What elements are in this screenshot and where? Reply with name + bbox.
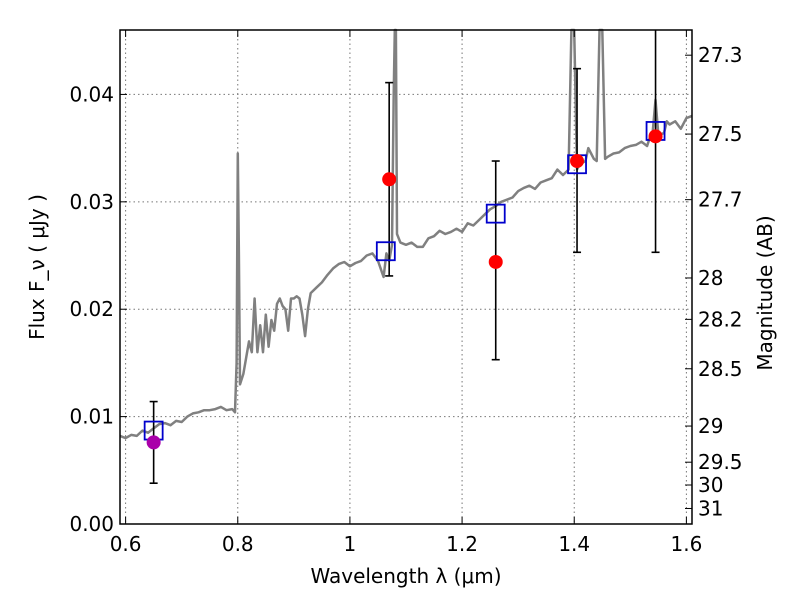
plot-frame bbox=[119, 29, 693, 525]
grid-lines bbox=[120, 30, 692, 525]
y-tick-label: 0.04 bbox=[69, 82, 114, 106]
y-axis-label: Flux F_ν ( μJy ) bbox=[25, 194, 49, 340]
spectrum-series bbox=[119, 28, 693, 440]
observed-flux-point bbox=[146, 435, 161, 450]
mag-tick-label: 28.2 bbox=[698, 307, 743, 331]
y-tick-label: 0.02 bbox=[69, 297, 114, 321]
observed-flux-point bbox=[570, 154, 585, 169]
error-bars bbox=[149, 30, 660, 484]
x-tick-label: 0.8 bbox=[222, 532, 254, 556]
y-tick-label: 0.01 bbox=[69, 405, 114, 429]
mag-tick-label: 28.5 bbox=[698, 357, 743, 381]
mag-tick-label: 30 bbox=[698, 473, 723, 497]
axis-ticks: 0.6 0.8 1 1.2 1.4 1.6 0.00 0.01 0.02 0.03 0.04 27.3… bbox=[69, 30, 743, 556]
observed-flux-point bbox=[382, 172, 397, 187]
x-tick-label: 1.2 bbox=[446, 532, 478, 556]
spectrum-line bbox=[119, 28, 693, 440]
observed-flux-point bbox=[488, 254, 503, 269]
mag-tick-label: 27.5 bbox=[698, 122, 743, 146]
observed-flux-point bbox=[648, 129, 663, 144]
y-tick-label: 0.03 bbox=[69, 190, 114, 214]
mag-tick-label: 29 bbox=[698, 414, 723, 438]
y-tick-label: 0.00 bbox=[69, 512, 114, 536]
mag-tick-label: 29.5 bbox=[698, 450, 743, 474]
mag-tick-label: 31 bbox=[698, 496, 723, 520]
x-tick-label: 1 bbox=[344, 532, 357, 556]
x-axis-label: Wavelength λ (μm) bbox=[310, 564, 501, 588]
x-tick-label: 0.6 bbox=[110, 532, 142, 556]
x-tick-label: 1.4 bbox=[558, 532, 590, 556]
mag-tick-label: 27.7 bbox=[698, 188, 743, 212]
right-axis-label: Magnitude (AB) bbox=[753, 215, 777, 370]
model-box-marker bbox=[375, 241, 396, 262]
mag-tick-label: 27.3 bbox=[698, 43, 743, 67]
model-box-marker bbox=[485, 203, 506, 224]
mag-tick-label: 28 bbox=[698, 266, 723, 290]
observed-flux-markers bbox=[146, 129, 663, 450]
model-box-markers bbox=[143, 121, 666, 441]
x-tick-label: 1.6 bbox=[670, 532, 702, 556]
